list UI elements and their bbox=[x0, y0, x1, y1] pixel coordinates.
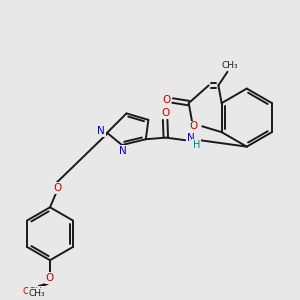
Text: N: N bbox=[187, 133, 194, 143]
Text: H: H bbox=[193, 140, 200, 150]
Text: N: N bbox=[119, 146, 127, 156]
Text: OCH₃: OCH₃ bbox=[22, 287, 46, 296]
Text: O: O bbox=[53, 183, 62, 193]
Text: O: O bbox=[161, 108, 169, 118]
Text: O: O bbox=[46, 273, 54, 283]
Text: N: N bbox=[98, 127, 105, 136]
Text: O: O bbox=[46, 273, 54, 283]
Text: CH₃: CH₃ bbox=[222, 61, 238, 70]
Text: O: O bbox=[189, 121, 198, 131]
Text: CH₃: CH₃ bbox=[29, 289, 45, 298]
Text: O: O bbox=[162, 95, 170, 105]
